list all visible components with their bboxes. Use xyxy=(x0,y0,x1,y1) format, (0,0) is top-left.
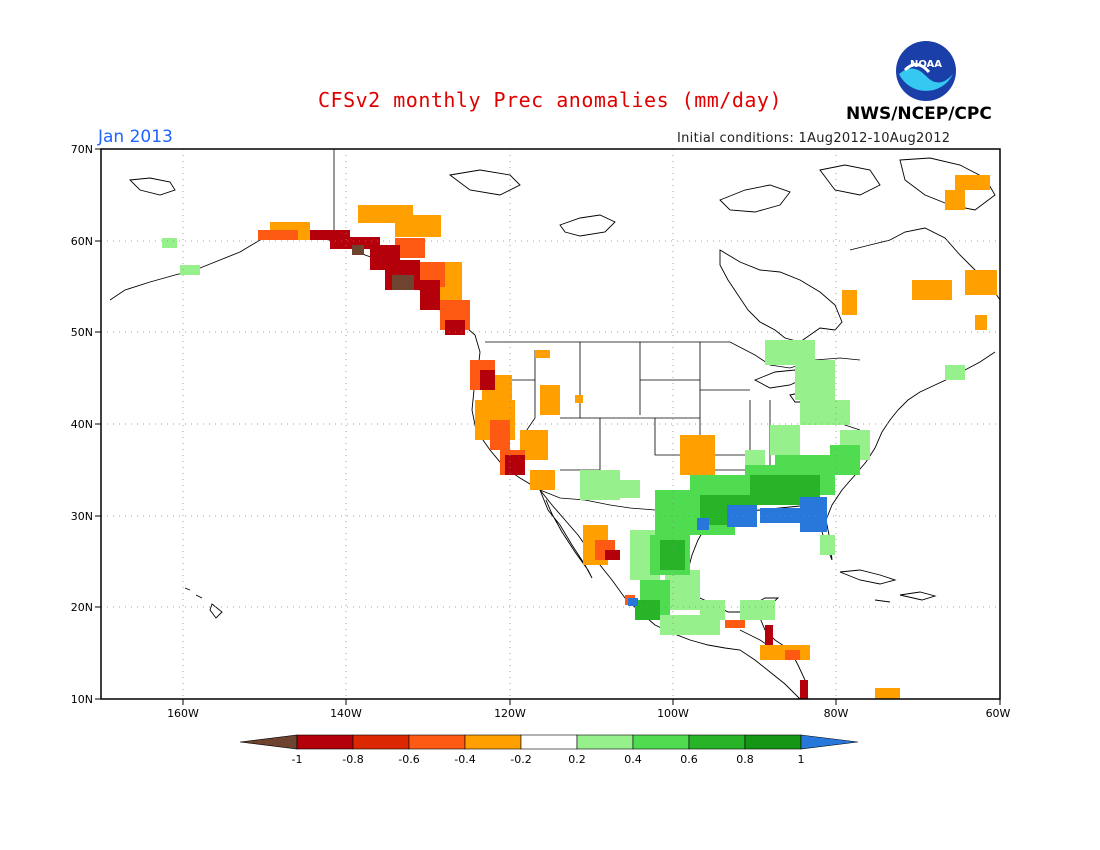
wet-extreme-cells xyxy=(628,497,827,606)
colorbar-swatch xyxy=(296,734,354,750)
forecast-period: Jan 2013 xyxy=(98,127,173,147)
lat-tick-label: 10N xyxy=(71,693,93,706)
lat-tick-label: 50N xyxy=(71,326,93,339)
colorbar-swatch xyxy=(688,734,746,750)
colorbar-max-arrow xyxy=(800,734,859,750)
colorbar-swatch xyxy=(744,734,802,750)
colorbar-label: 0.2 xyxy=(568,753,586,766)
colorbar-label: -0.2 xyxy=(510,753,531,766)
colorbar-label: 0.8 xyxy=(736,753,754,766)
initial-conditions: Initial conditions: 1Aug2012-10Aug2012 xyxy=(677,131,951,146)
lon-tick-label: 120W xyxy=(494,707,526,720)
lon-tick-label: 80W xyxy=(824,707,849,720)
logo-text: NOAA xyxy=(910,59,942,70)
graticule xyxy=(101,149,1000,699)
lat-tick-label: 60N xyxy=(71,235,93,248)
colorbar-label: 0.6 xyxy=(680,753,698,766)
colorbar-swatch xyxy=(576,734,634,750)
dry-extreme-cells xyxy=(352,245,414,290)
map-content xyxy=(101,149,1000,699)
colorbar-label: 1 xyxy=(798,753,805,766)
colorbar-swatch xyxy=(408,734,466,750)
colorbar-label: 0.4 xyxy=(624,753,642,766)
agency-label: NWS/NCEP/CPC xyxy=(846,104,992,124)
colorbar-label: -1 xyxy=(292,753,303,766)
lon-tick-label: 160W xyxy=(167,707,199,720)
colorbar-swatch xyxy=(520,734,578,750)
colorbar-label: -0.6 xyxy=(398,753,419,766)
coastlines xyxy=(109,157,1000,699)
dry-strong-cells xyxy=(310,230,808,699)
lat-tick-labels: 10N 20N 30N 40N 50N 60N 70N xyxy=(71,143,93,706)
lat-tick-label: 70N xyxy=(71,143,93,156)
lon-tick-labels: 160W 140W 120W 100W 80W 60W xyxy=(167,707,1010,720)
lon-tick-label: 140W xyxy=(330,707,362,720)
map-frame xyxy=(100,148,1001,700)
lon-tick-label: 100W xyxy=(657,707,689,720)
lat-tick-label: 20N xyxy=(71,601,93,614)
colorbar-label: -0.4 xyxy=(454,753,475,766)
colorbar-min-arrow xyxy=(239,734,298,750)
colorbar-label: -0.8 xyxy=(342,753,363,766)
tick-marks xyxy=(95,148,1001,705)
colorbar-swatch xyxy=(352,734,410,750)
lon-tick-label: 60W xyxy=(986,707,1011,720)
lat-tick-label: 30N xyxy=(71,510,93,523)
chart-title: CFSv2 monthly Prec anomalies (mm/day) xyxy=(317,88,783,112)
colorbar-swatch xyxy=(464,734,522,750)
colorbar-swatch xyxy=(632,734,690,750)
noaa-logo: NOAA xyxy=(896,41,956,101)
colorbar: -1 -0.8 -0.6 -0.4 -0.2 0.2 0.4 0.6 0.8 1 xyxy=(239,734,859,766)
lat-tick-label: 40N xyxy=(71,418,93,431)
